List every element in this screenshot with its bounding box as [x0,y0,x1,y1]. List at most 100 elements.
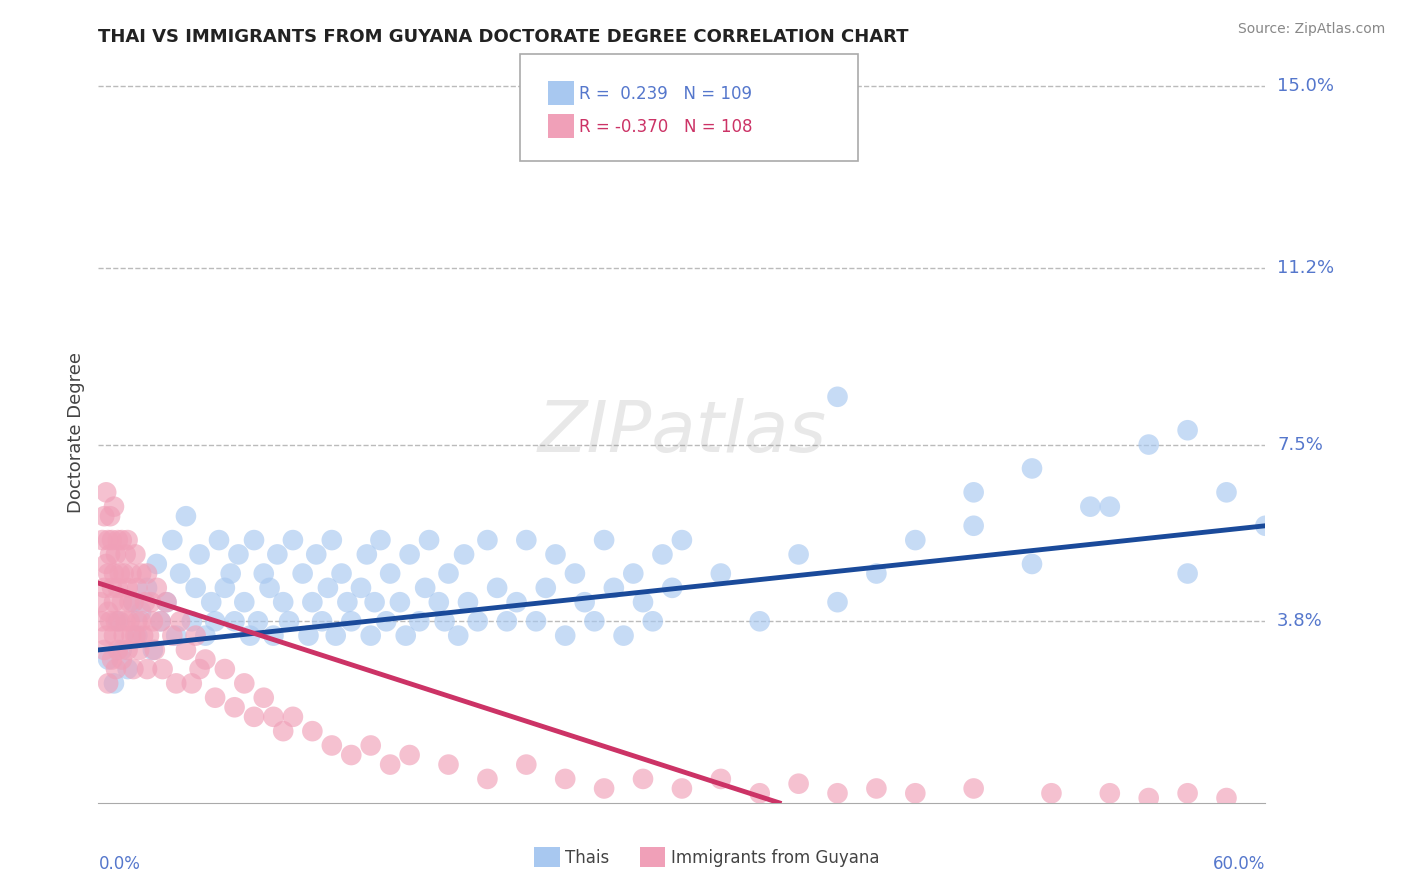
Point [143,643,166,657]
Point [496,615,519,629]
Point [180,615,202,629]
Point [136,566,159,581]
Point [748,615,770,629]
Point [111,652,134,666]
Point [101,533,124,547]
Point [356,548,378,562]
Point [437,566,460,581]
Point [246,615,269,629]
Point [169,566,191,581]
Point [188,548,211,562]
Text: 0.0%: 0.0% [98,855,141,873]
Point [1137,437,1160,451]
Text: Source: ZipAtlas.com: Source: ZipAtlas.com [1237,22,1385,37]
Point [1040,786,1063,800]
Point [457,595,479,609]
Point [380,566,402,581]
Point [865,781,887,796]
Point [291,566,314,581]
Point [316,581,339,595]
Point [107,615,129,629]
Point [340,747,363,762]
Point [96,629,118,643]
Point [827,595,849,609]
Point [398,548,420,562]
Point [93,509,115,524]
Point [139,595,162,609]
Point [96,557,118,571]
Point [321,739,343,753]
Point [101,581,124,595]
Point [174,643,197,657]
Point [103,500,125,514]
Point [311,615,333,629]
Point [603,581,626,595]
Text: THAI VS IMMIGRANTS FROM GUYANA DOCTORATE DEGREE CORRELATION CHART: THAI VS IMMIGRANTS FROM GUYANA DOCTORATE… [98,28,908,45]
Point [370,533,392,547]
Point [122,595,145,609]
Point [129,615,152,629]
Point [301,595,323,609]
Text: Thais: Thais [565,849,609,867]
Point [593,533,616,547]
Point [671,781,693,796]
Point [418,533,440,547]
Point [124,629,146,643]
Point [613,629,636,643]
Point [132,629,155,643]
Point [408,615,430,629]
Point [748,786,770,800]
Point [112,629,135,643]
Point [103,566,125,581]
Point [395,629,418,643]
Point [661,581,683,595]
Text: 11.2%: 11.2% [1277,259,1334,277]
Point [243,533,266,547]
Point [398,747,420,762]
Point [155,595,177,609]
Point [134,595,156,609]
Point [271,724,294,739]
Point [204,615,226,629]
Point [108,566,131,581]
Point [111,533,134,547]
Point [169,615,191,629]
Point [486,581,509,595]
Point [142,643,165,657]
Point [534,581,557,595]
Point [122,662,145,676]
Point [184,581,207,595]
Point [651,548,673,562]
Text: R = -0.370   N = 108: R = -0.370 N = 108 [579,118,752,136]
Point [1137,791,1160,805]
Point [124,548,146,562]
Point [671,533,693,547]
Point [262,710,284,724]
Point [253,690,276,705]
Point [380,757,402,772]
Point [103,629,125,643]
Point [127,615,149,629]
Point [266,548,288,562]
Point [336,595,359,609]
Point [433,615,456,629]
Point [360,629,382,643]
Point [93,643,115,657]
Point [121,566,143,581]
Point [564,566,586,581]
Point [129,566,152,581]
Point [524,615,547,629]
Point [340,615,363,629]
Point [962,518,984,533]
Point [827,390,849,404]
Text: Immigrants from Guyana: Immigrants from Guyana [671,849,879,867]
Point [467,615,489,629]
Point [641,615,664,629]
Point [146,557,169,571]
Point [710,566,733,581]
Point [1177,786,1199,800]
Point [233,676,256,690]
Point [97,533,120,547]
Point [91,615,114,629]
Point [631,772,654,786]
